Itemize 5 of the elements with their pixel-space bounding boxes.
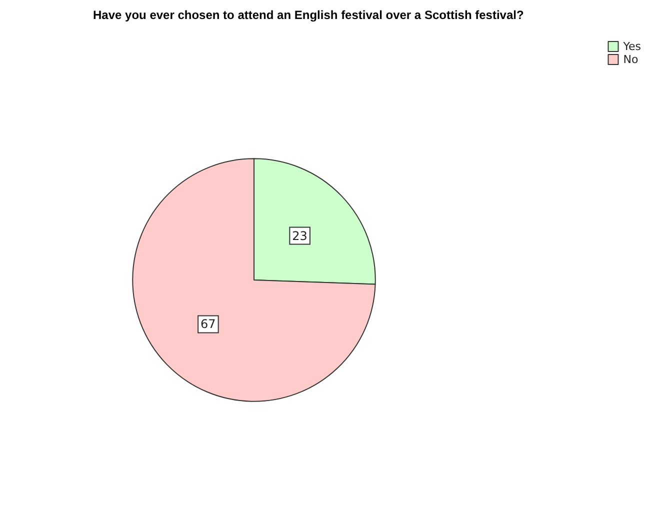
legend-label: No: [623, 53, 638, 66]
data-label: 67: [200, 317, 216, 332]
chart-title: Have you ever chosen to attend an English festival over a Scottish festival?: [93, 8, 524, 22]
data-label: 23: [292, 228, 308, 243]
legend-label: Yes: [622, 40, 642, 53]
